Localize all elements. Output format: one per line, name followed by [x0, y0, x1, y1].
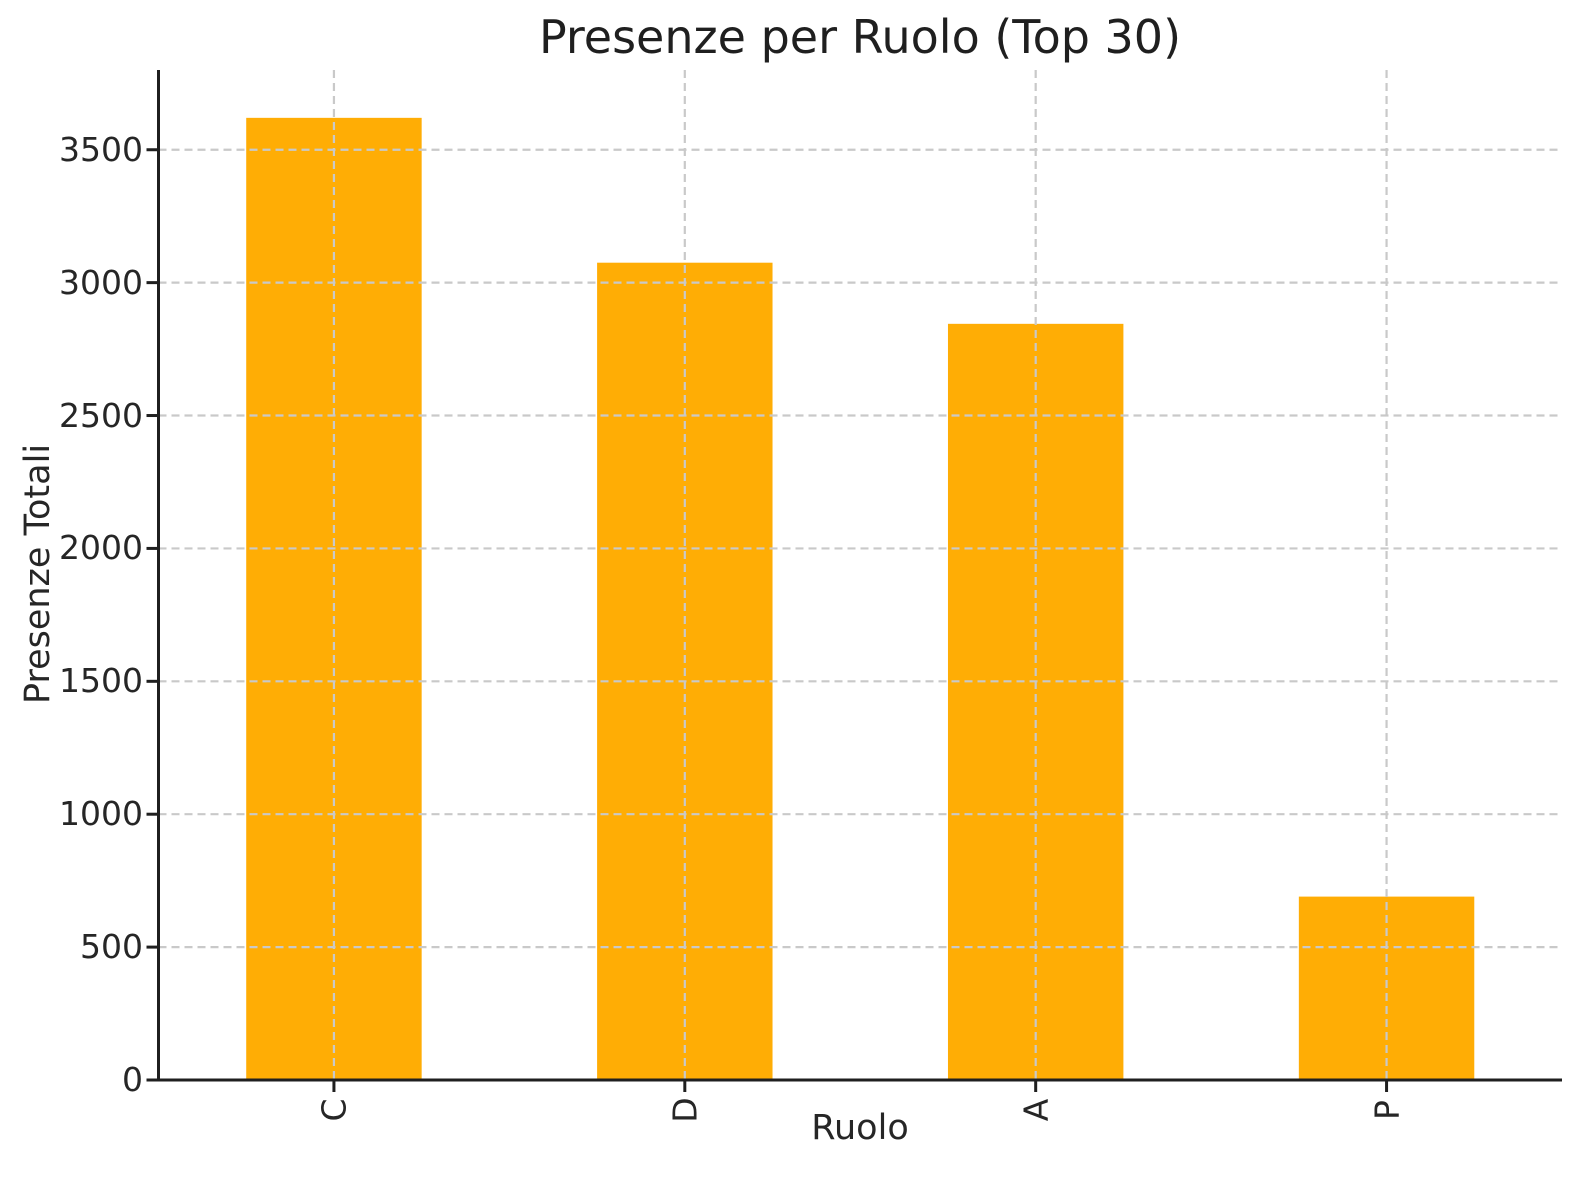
x-axis-label: Ruolo	[811, 1108, 909, 1148]
y-tick-label: 1500	[59, 661, 143, 701]
y-tick-label: 3000	[59, 262, 143, 302]
y-tick-label: 3500	[59, 129, 143, 169]
y-tick-label: 2000	[59, 528, 143, 568]
x-tick-label: P	[1367, 1100, 1407, 1120]
y-tick-label: 2500	[59, 395, 143, 435]
x-tick-label: D	[665, 1097, 705, 1123]
x-tick-label: A	[1016, 1098, 1056, 1122]
chart-title: Presenze per Ruolo (Top 30)	[538, 10, 1182, 64]
y-tick-label: 0	[122, 1060, 143, 1099]
x-tick-label: C	[314, 1098, 354, 1122]
y-tick-label: 500	[80, 927, 143, 967]
y-tick-label: 1000	[59, 794, 143, 834]
